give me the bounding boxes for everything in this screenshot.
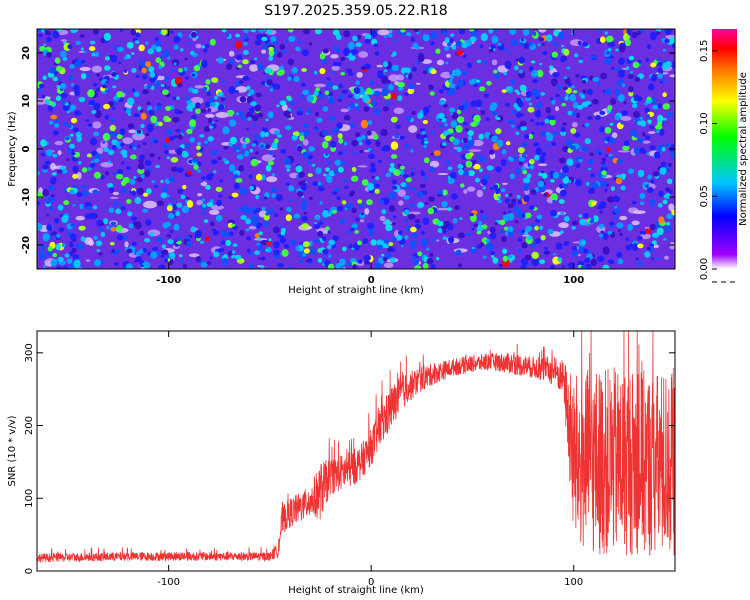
- y-tick-label: -10: [21, 188, 32, 206]
- x-tick-label: 100: [564, 577, 583, 588]
- y-tick-label: 300: [24, 343, 35, 362]
- y-tick-label: 100: [24, 489, 35, 508]
- snr-x-axis-label: Height of straight line (km): [288, 585, 424, 596]
- snr-series-line: [37, 331, 675, 563]
- colorbar-label: Normalized spectral amplitude: [738, 72, 749, 226]
- colorbar-ticks: 0.00 0.05 0.10 0.15: [699, 40, 737, 283]
- y-tick-label: 20: [21, 46, 32, 60]
- colorbar-tick-label: 0.00: [699, 258, 710, 280]
- colorbar-gradient: [712, 29, 737, 269]
- chart-title: S197.2025.359.05.22.R18: [264, 3, 447, 19]
- x-tick-label: 0: [368, 577, 374, 588]
- colorbar-tick-label: 0.15: [699, 40, 710, 62]
- heatmap-y-axis-label: Frequency (Hz): [7, 111, 18, 187]
- snr-ticks: -100 0 100 0 100 200 300: [24, 331, 675, 588]
- y-tick-label: -20: [21, 236, 32, 254]
- snr-frame: [36, 330, 676, 572]
- snr-panel: -100 0 100 0 100 200 300 Height of straight li…: [7, 330, 676, 596]
- x-tick-label: 0: [368, 275, 375, 286]
- y-tick-label: 200: [24, 416, 35, 435]
- colorbar-tick-label: 0.05: [699, 185, 710, 207]
- x-tick-label: 100: [563, 275, 584, 286]
- heatmap-image: [37, 29, 675, 269]
- colorbar: 0.00 0.05 0.10 0.15 Normalized spectral amp…: [699, 29, 749, 283]
- x-tick-label: -100: [156, 275, 181, 286]
- y-tick-label: 10: [21, 94, 32, 108]
- snr-y-axis-label: SNR (10 * v/v): [7, 415, 18, 486]
- y-tick-label: 0: [24, 568, 35, 574]
- y-tick-label: 0: [21, 145, 32, 152]
- colorbar-tick-label: 0.10: [699, 112, 710, 134]
- x-tick-label: -100: [157, 577, 180, 588]
- heatmap-x-axis-label: Height of straight line (km): [288, 285, 424, 296]
